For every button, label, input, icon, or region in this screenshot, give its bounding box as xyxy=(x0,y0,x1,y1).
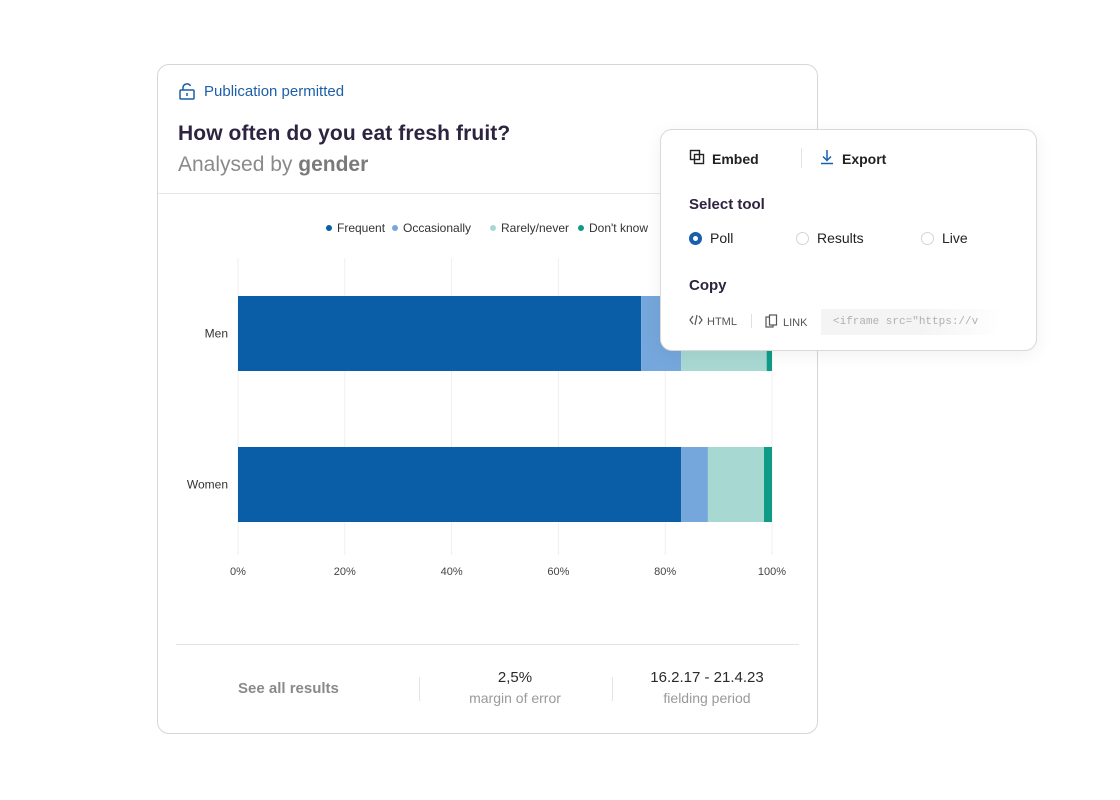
bar-segment xyxy=(763,447,772,522)
copy-separator xyxy=(751,314,752,328)
tab-separator xyxy=(801,148,802,168)
copy-html-label: HTML xyxy=(707,315,737,328)
margin-label: margin of error xyxy=(469,690,561,706)
category-label: Women xyxy=(187,478,228,492)
tab-embed-label: Embed xyxy=(712,150,759,167)
legend-label: Don't know xyxy=(589,221,648,235)
radio-live[interactable]: Live xyxy=(921,230,968,246)
x-tick-label: 60% xyxy=(547,566,569,578)
x-tick-label: 80% xyxy=(654,566,676,578)
copy-link-button[interactable]: LINK xyxy=(765,314,807,331)
x-tick-label: 20% xyxy=(334,566,356,578)
subtitle-prefix: Analysed by xyxy=(178,153,293,176)
embed-icon xyxy=(689,149,705,168)
legend-label: Frequent xyxy=(337,221,386,235)
radio-button[interactable] xyxy=(921,231,934,245)
embed-code-field[interactable]: <iframe src="https://v xyxy=(821,309,1001,335)
question-subtitle: Analysed by gender xyxy=(178,153,368,177)
margin-of-error-stat: 2,5% margin of error xyxy=(450,669,580,706)
download-icon xyxy=(819,149,835,168)
radio-results-label: Results xyxy=(817,230,864,246)
legend-marker xyxy=(326,225,332,231)
tab-export[interactable]: Export xyxy=(819,149,886,168)
bar-segment xyxy=(238,296,642,371)
bar-segment xyxy=(681,447,708,522)
unlock-icon xyxy=(178,82,196,100)
period-label: fielding period xyxy=(663,690,751,706)
period-value: 16.2.17 - 21.4.23 xyxy=(650,669,764,686)
share-popup: Embed Export Select tool Poll Results Li… xyxy=(660,129,1037,351)
radio-poll-label: Poll xyxy=(710,230,734,246)
fielding-period-stat: 16.2.17 - 21.4.23 fielding period xyxy=(632,669,782,706)
category-label: Men xyxy=(205,327,228,341)
copy-icon xyxy=(765,314,779,331)
footer-separator xyxy=(419,677,420,701)
header-divider xyxy=(158,193,817,194)
select-tool-heading: Select tool xyxy=(689,196,765,213)
x-tick-label: 0% xyxy=(230,566,246,578)
subtitle-dimension: gender xyxy=(298,153,369,176)
copy-link-label: LINK xyxy=(783,316,808,329)
x-tick-label: 40% xyxy=(441,566,463,578)
code-icon xyxy=(689,314,703,329)
radio-live-label: Live xyxy=(942,230,968,246)
bar-segment xyxy=(238,447,682,522)
tab-embed[interactable]: Embed xyxy=(689,149,759,168)
legend-marker xyxy=(490,225,496,231)
margin-value: 2,5% xyxy=(497,669,533,686)
copy-html-button[interactable]: HTML xyxy=(689,314,737,329)
see-all-results-link[interactable]: See all results xyxy=(238,680,339,697)
footer-divider xyxy=(176,644,799,645)
radio-poll[interactable]: Poll xyxy=(689,230,733,246)
legend-label: Rarely/never xyxy=(501,221,569,235)
radio-button[interactable] xyxy=(689,231,702,245)
radio-button[interactable] xyxy=(796,231,809,245)
legend-marker xyxy=(392,225,398,231)
legend-marker xyxy=(578,225,584,231)
x-tick-label: 100% xyxy=(758,566,786,578)
footer-separator xyxy=(612,677,613,701)
radio-results[interactable]: Results xyxy=(796,230,864,246)
tab-export-label: Export xyxy=(842,150,887,167)
publication-label: Publication permitted xyxy=(204,82,345,100)
copy-heading: Copy xyxy=(689,277,727,294)
publication-status: Publication permitted xyxy=(178,82,344,100)
legend-label: Occasionally xyxy=(403,221,471,235)
question-title: How often do you eat fresh fruit? xyxy=(178,122,511,145)
bar-segment xyxy=(707,447,764,522)
